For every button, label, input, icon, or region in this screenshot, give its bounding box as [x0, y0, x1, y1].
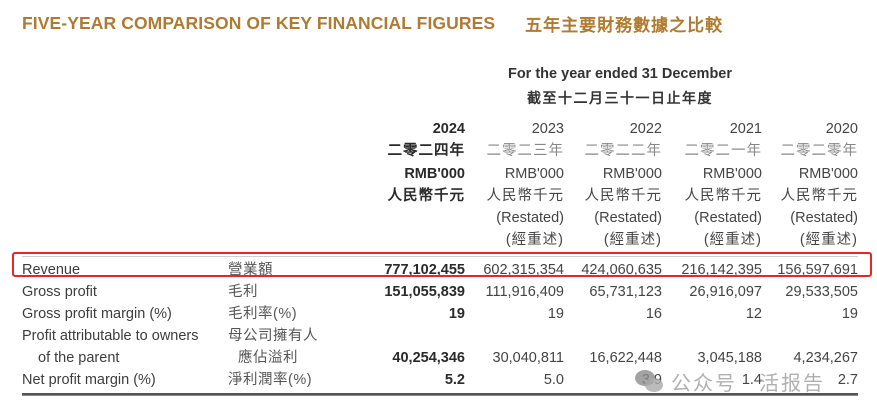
period-label-english: For the year ended 31 December [507, 66, 733, 82]
column-note-chinese: (經重述) [703, 232, 762, 249]
row-label-chinese: 毛利率(%) [228, 306, 298, 322]
value-2021: 12 [745, 306, 762, 322]
column-unit: RMB'000 [798, 165, 858, 182]
row-label-english: Revenue [22, 262, 81, 278]
column-unit-chinese: 人民幣千元 [780, 187, 858, 204]
title-english: FIVE-YEAR COMPARISON OF KEY FINANCIAL FI… [22, 12, 496, 33]
value-2020: 29,533,505 [785, 284, 858, 300]
value-2023: 111,916,409 [485, 284, 564, 300]
row-label-english-continued: of the parent [38, 350, 120, 366]
column-note: (Restated) [594, 210, 662, 227]
row-label-chinese: 毛利 [228, 284, 258, 300]
value-2023: 602,315,354 [483, 262, 564, 278]
column-year: 2022 [629, 121, 662, 137]
column-unit: RMB'000 [702, 165, 762, 182]
column-unit: RMB'000 [602, 165, 662, 182]
column-note: (Restated) [694, 210, 762, 227]
row-label-chinese: 營業額 [228, 262, 273, 278]
column-unit: RMB'000 [404, 165, 465, 182]
column-header-2023: 2023 二零二三年 RMB'000 人民幣千元 (Restated) (經重述… [444, 118, 565, 252]
column-note-chinese: (經重述) [505, 232, 564, 249]
column-year: 2021 [729, 121, 762, 137]
value-2023: 5.0 [543, 372, 564, 388]
column-year-chinese: 二零二三年 [486, 143, 564, 160]
column-note: (Restated) [790, 210, 858, 227]
value-2021: 26,916,097 [689, 284, 762, 300]
value-2022: 424,060,635 [581, 262, 662, 278]
column-note: (Restated) [496, 210, 564, 227]
column-note-chinese: (經重述) [799, 232, 858, 249]
table-row-gross-profit: Gross profit 毛利 151,055,839 111,916,409 … [0, 281, 877, 303]
value-2020: 4,234,267 [793, 350, 858, 366]
value-2021: 1.4 [741, 372, 762, 388]
column-year-chinese: 二零二二年 [584, 143, 662, 160]
value-2020: 2.7 [837, 372, 858, 388]
column-year-chinese: 二零二四年 [387, 143, 465, 160]
value-2024: 19 [448, 306, 465, 322]
value-2021: 3,045,188 [697, 350, 762, 366]
page-title: FIVE-YEAR COMPARISON OF KEY FINANCIAL FI… [22, 12, 724, 35]
value-2023: 30,040,811 [492, 350, 565, 366]
value-2020: 19 [841, 306, 858, 322]
row-label-english: Net profit margin (%) [22, 372, 156, 388]
table-row-revenue: Revenue 營業額 777,102,455 602,315,354 424,… [0, 259, 877, 281]
column-header-2022: 2022 二零二二年 RMB'000 人民幣千元 (Restated) (經重述… [542, 118, 663, 252]
title-chinese: 五年主要財務數據之比較 [525, 15, 724, 35]
column-year-chinese: 二零二一年 [684, 143, 762, 160]
column-unit-chinese: 人民幣千元 [387, 187, 465, 204]
table-row-gross-profit-margin: Gross profit margin (%) 毛利率(%) 19 19 16 … [0, 303, 877, 325]
table-row-net-profit-margin: Net profit margin (%) 淨利潤率(%) 5.2 5.0 3.… [0, 369, 877, 391]
table-top-divider [22, 256, 858, 257]
column-header-2020: 2020 二零二零年 RMB'000 人民幣千元 (Restated) (經重述… [738, 118, 859, 252]
table-row-profit-attributable-line1: Profit attributable to owners 母公司擁有人 [0, 325, 877, 347]
column-unit-chinese: 人民幣千元 [584, 187, 662, 204]
column-unit-chinese: 人民幣千元 [486, 187, 564, 204]
row-label-chinese: 淨利潤率(%) [228, 372, 313, 388]
value-2020: 156,597,691 [777, 262, 858, 278]
column-year: 2024 [432, 121, 465, 137]
row-label-english: Gross profit [22, 284, 97, 300]
column-year-chinese: 二零二零年 [780, 143, 858, 160]
table-row-profit-attributable: of the parent 應佔溢利 40,254,346 30,040,811… [0, 347, 877, 369]
value-2022: 65,731,123 [589, 284, 662, 300]
column-note-chinese: (經重述) [603, 232, 662, 249]
column-year: 2023 [531, 121, 564, 137]
value-2023: 19 [547, 306, 564, 322]
column-header-2024: 2024 二零二四年 RMB'000 人民幣千元 [345, 118, 466, 207]
value-2021: 216,142,395 [681, 262, 762, 278]
value-2022: 16,622,448 [589, 350, 662, 366]
value-2022: 16 [645, 306, 662, 322]
row-label-chinese: 母公司擁有人 [228, 328, 318, 344]
value-2024: 777,102,455 [384, 262, 465, 278]
column-unit: RMB'000 [504, 165, 564, 182]
row-label-english: Profit attributable to owners [22, 328, 199, 344]
value-2024: 40,254,346 [392, 350, 465, 366]
value-2024: 5.2 [444, 372, 465, 388]
column-unit-chinese: 人民幣千元 [684, 187, 762, 204]
table-bottom-double-rule [22, 393, 858, 396]
value-2024: 151,055,839 [384, 284, 465, 300]
row-label-chinese-continued: 應佔溢利 [238, 350, 298, 366]
column-year: 2020 [825, 121, 858, 137]
row-label-english: Gross profit margin (%) [22, 306, 172, 322]
column-header-2021: 2021 二零二一年 RMB'000 人民幣千元 (Restated) (經重述… [642, 118, 763, 252]
period-label-chinese: 截至十二月三十一日止年度 [527, 90, 713, 106]
